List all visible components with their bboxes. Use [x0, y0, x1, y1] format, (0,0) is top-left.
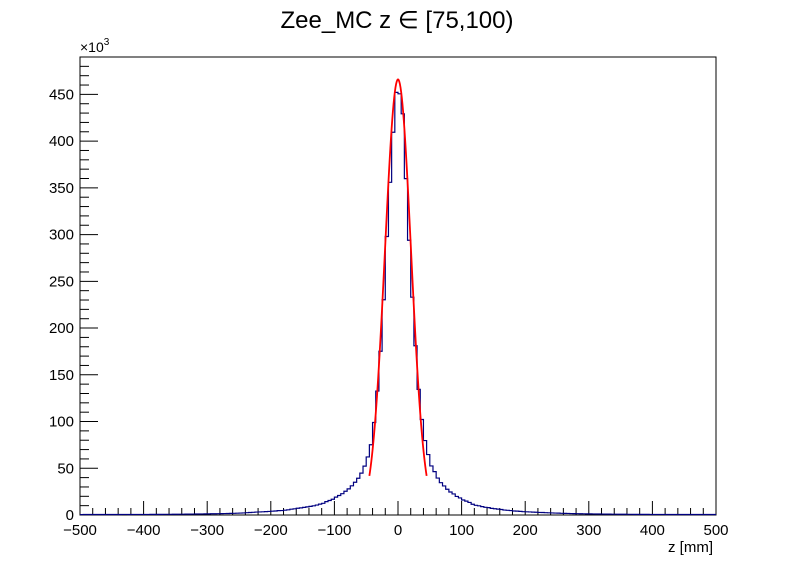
- histogram-series: [80, 91, 716, 516]
- x-tick-label: 300: [576, 522, 601, 539]
- x-tick-label: −400: [127, 522, 161, 539]
- y-tick-label: 150: [49, 367, 74, 384]
- y-tick-label: 300: [49, 227, 74, 244]
- x-tick-label: 400: [640, 522, 665, 539]
- fit-layer: [368, 78, 428, 476]
- chart-title: Zee_MC z ∈ [75,100): [280, 7, 513, 34]
- x-tick-label: 500: [703, 522, 728, 539]
- y-axis: 0 50 100 150 200 250 300 350 400 450: [49, 65, 98, 524]
- y-tick-label: 250: [49, 273, 74, 290]
- y-tick-label: 400: [49, 133, 74, 150]
- x-axis-title: z [mm]: [668, 539, 713, 556]
- y-tick-label: 0: [66, 507, 74, 524]
- x-tick-label: −500: [63, 522, 97, 539]
- y-tick-label: 50: [57, 460, 74, 477]
- y-tick-label: 350: [49, 180, 74, 197]
- x-tick-label: −300: [190, 522, 224, 539]
- x-tick-label: 0: [394, 522, 402, 539]
- y-tick-label: 100: [49, 414, 74, 431]
- x-tick-label: 100: [449, 522, 474, 539]
- x-tick-label: −100: [318, 522, 352, 539]
- y-multiplier: ×103: [80, 37, 110, 55]
- y-tick-label: 200: [49, 320, 74, 337]
- y-tick-label: 450: [49, 86, 74, 103]
- x-tick-label: −200: [254, 522, 288, 539]
- gaussian-fit-curve: [368, 78, 428, 476]
- histogram-layer: [80, 91, 716, 516]
- x-tick-label: 200: [513, 522, 538, 539]
